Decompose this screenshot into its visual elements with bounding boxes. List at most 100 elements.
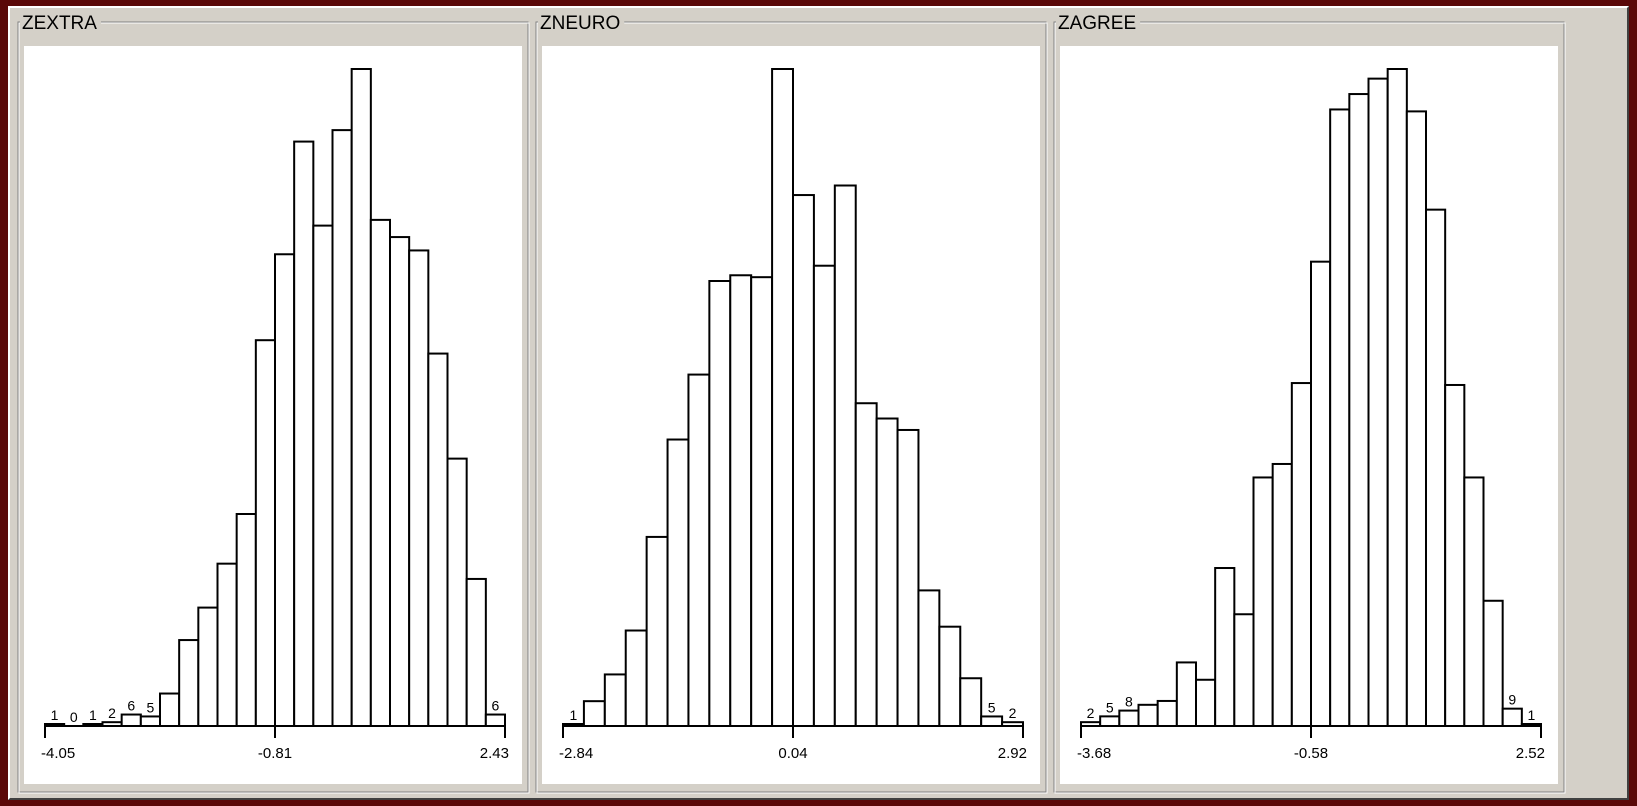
histogram-bar [854,402,878,727]
histogram-bar [917,589,941,728]
histogram-bar [875,417,899,727]
chart-title: ZAGREE [1058,13,1136,34]
bar-count-label: 5 [147,699,155,715]
x-tick-label: -0.81 [258,745,292,762]
histogram-bar [1233,613,1255,727]
group-box-highlight [18,22,530,794]
histogram-bar [792,194,815,728]
histogram-bar [350,68,372,727]
histogram-bar [446,457,468,727]
histogram-bar [427,352,449,727]
histogram-bar [812,264,836,727]
histogram-bar [938,625,962,727]
histogram-bar [1425,208,1447,727]
histogram-bar [603,673,627,727]
histogram-panel-zagree: ZAGREE 2 5 8 91 -3.68 -0.58 2.52 [1053,10,1566,794]
group-box-border [1053,21,1565,793]
bar-count-label: 8 [1125,694,1133,710]
histogram-bar [389,236,411,727]
histogram-bar [1195,678,1217,728]
histogram-bar [1175,661,1197,727]
x-tick-label: -2.84 [559,745,593,762]
histogram-bar [1367,77,1389,727]
histogram-bar [1386,68,1408,727]
histogram-bar [833,184,857,727]
histogram-bar [331,129,353,728]
bar-count-label: 0 [70,709,78,725]
x-tick-label: -0.58 [1294,745,1328,762]
histogram-bar [1501,707,1523,727]
x-tick-label: -3.68 [1077,745,1111,762]
histogram-bar [729,274,753,727]
x-tick-label: -4.05 [41,745,75,762]
histogram-bar [139,715,162,728]
group-box-border [535,21,1047,793]
group-box-highlight [1054,22,1566,794]
histogram-bar [582,700,606,727]
histogram-bar [1099,715,1121,727]
histogram-bar [1482,599,1504,728]
histogram-bar [624,629,648,728]
bar-count-label: 5 [1106,699,1114,715]
histogram-bar [750,276,774,727]
bar-count-label: 9 [1508,692,1516,708]
bar-count-label: 1 [89,707,97,723]
x-tick-label: 2.92 [998,745,1027,762]
chart-title: ZNEURO [540,13,620,34]
histogram-bar [197,606,219,728]
histogram-bar [980,715,1004,728]
histogram-bar [1156,699,1178,728]
group-box-border [17,21,529,793]
histogram-bar [1271,462,1293,727]
bar-count-label: 6 [492,698,500,714]
histogram-bar [959,677,983,727]
histogram-bar [1137,703,1159,727]
histogram-bar [645,535,669,727]
histogram-bar [708,280,732,727]
histogram-bar [1214,567,1236,728]
title-background [1056,10,1141,32]
bar-count-label: 2 [1087,705,1095,721]
histogram-bar [771,68,795,727]
histogram-bar [254,339,277,727]
histogram-bar [216,562,238,727]
x-tick-label: 2.52 [1516,745,1545,762]
histogram-bar [1329,108,1351,727]
histogram-bar [293,140,315,727]
bar-count-label: 5 [988,699,996,715]
bar-count-label: 2 [108,705,116,721]
bar-count-label: 6 [127,698,135,714]
x-tick-label: 2.43 [480,745,509,762]
title-background [538,10,625,32]
histogram-bar [235,513,257,727]
histogram-bar [1463,476,1485,727]
histogram-panel-zneuro: ZNEURO 1 5 2 -2.84 0.04 2.92 [535,10,1048,794]
histogram-bar [369,218,391,727]
histogram-bar [666,438,690,727]
histogram-bar [120,713,142,727]
histogram-bar [1310,260,1332,727]
histogram-bar [178,639,200,727]
histogram-bar [484,713,506,727]
histogram-bar [1290,382,1312,727]
histogram-bar [1252,476,1274,727]
histogram-bar [274,253,296,727]
histogram-bar [1405,110,1427,727]
bar-count-label: 1 [1528,707,1536,723]
histogram-bar [312,224,334,728]
bar-count-label: 1 [51,707,59,723]
x-tick-label: 0.04 [778,745,807,762]
histogram-bar [1444,383,1466,727]
group-box-highlight [536,22,1048,794]
histogram-bar [1118,709,1140,728]
title-background [20,10,101,32]
bar-count-label: 1 [570,707,578,723]
histogram-bar [159,692,181,728]
histogram-bar [1348,93,1370,728]
histogram-window: ZEXTRA 1 0 1 2 6 5 6 -4.05 -0.81 2.43 ZNEURO 1 5 2 -2.8… [8,6,1629,800]
histogram-bar [687,373,711,727]
histogram-bar [896,428,920,727]
histogram-bar [465,577,487,727]
